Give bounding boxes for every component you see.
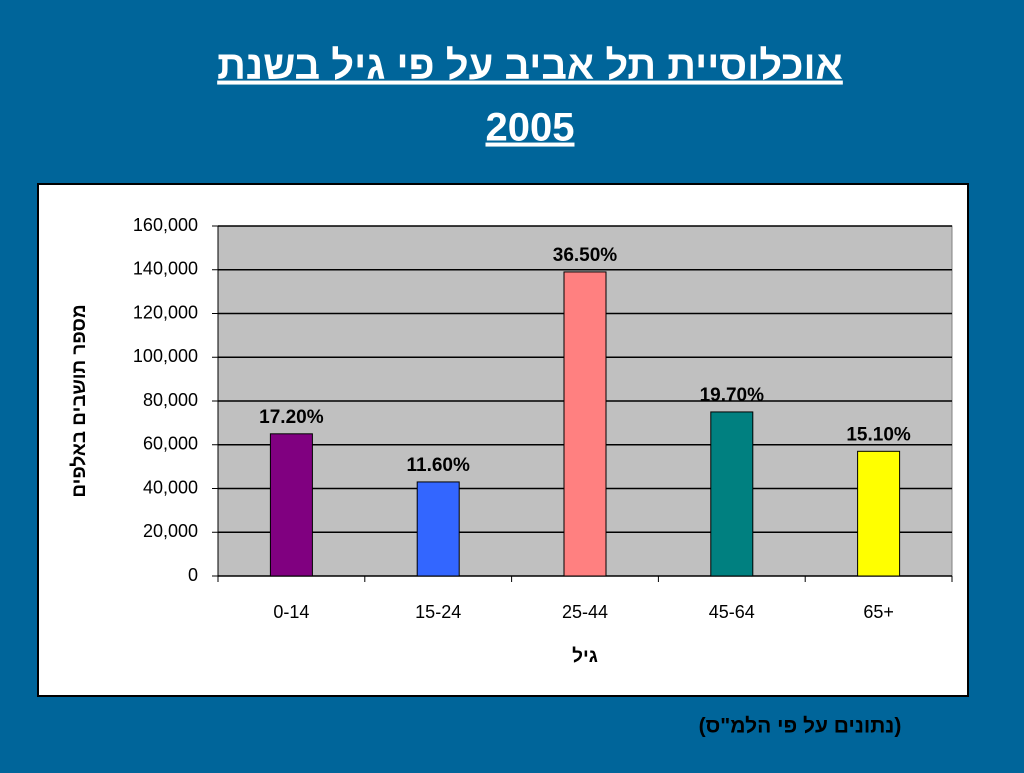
value-label: 17.20% [259, 407, 324, 428]
title-line: אוכלוסיית תל אביב על פי גיל בשנת [217, 44, 843, 88]
y-axis-label: מספר תושבים באלפים [69, 304, 90, 497]
value-label: 19.70% [700, 385, 765, 406]
y-tick-label: 80,000 [143, 390, 198, 410]
value-label: 15.10% [846, 424, 911, 445]
y-tick-label: 160,000 [133, 215, 198, 235]
x-tick-label: 45-64 [709, 602, 755, 622]
bar [416, 481, 460, 577]
y-tick-label: 0 [188, 565, 198, 585]
y-tick-label: 20,000 [143, 521, 198, 541]
x-tick-label: 15-24 [415, 602, 461, 622]
title-line: 2005 [486, 106, 575, 150]
y-tick-label: 40,000 [143, 477, 198, 497]
y-tick-label: 100,000 [133, 346, 198, 366]
source-note: (נתונים על פי הלמ"ס) [699, 715, 902, 738]
bar [269, 433, 313, 577]
bar [710, 411, 754, 577]
value-label: 11.60% [406, 455, 469, 476]
x-tick-label: 25-44 [562, 602, 608, 622]
y-tick-label: 140,000 [133, 259, 198, 279]
bar [857, 450, 901, 577]
x-axis-label: גיל [572, 646, 598, 667]
value-label: 36.50% [553, 245, 618, 266]
y-tick-label: 60,000 [143, 434, 198, 454]
bar [563, 271, 607, 577]
x-tick-label: 65+ [863, 602, 894, 622]
x-tick-label: 0-14 [273, 602, 309, 622]
y-tick-label: 120,000 [133, 302, 198, 322]
